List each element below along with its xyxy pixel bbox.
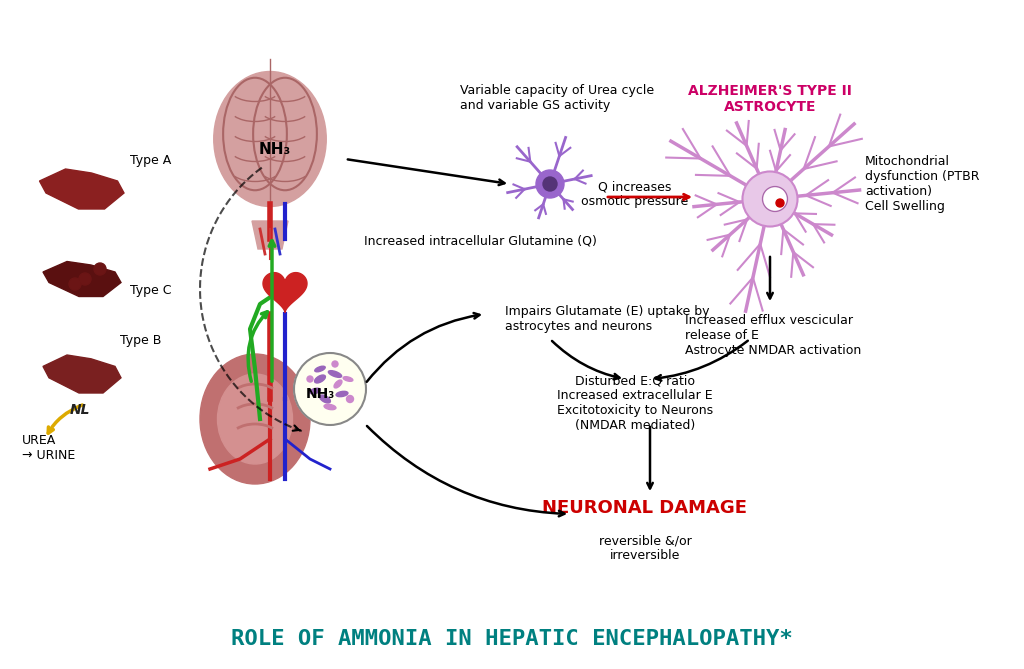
Text: Increased intracellular Glutamine (Q): Increased intracellular Glutamine (Q) <box>364 234 596 247</box>
Text: Q increases
osmotic pressure: Q increases osmotic pressure <box>582 180 688 208</box>
Circle shape <box>79 273 91 285</box>
Ellipse shape <box>343 377 353 381</box>
Ellipse shape <box>329 371 342 377</box>
Text: Type A: Type A <box>130 154 171 167</box>
Text: NH₃: NH₃ <box>259 142 291 157</box>
Ellipse shape <box>214 72 327 207</box>
Ellipse shape <box>314 366 326 372</box>
Circle shape <box>307 376 313 382</box>
Text: Disturbed E:Q ratio
Increased extracellular E
Excitotoxicity to Neurons
(NMDAR m: Disturbed E:Q ratio Increased extracellu… <box>557 374 713 432</box>
Ellipse shape <box>334 380 342 388</box>
Circle shape <box>763 187 787 211</box>
Text: reversible &/or
irreversible: reversible &/or irreversible <box>599 534 691 562</box>
Circle shape <box>543 177 557 191</box>
Polygon shape <box>40 169 124 209</box>
Circle shape <box>332 361 338 367</box>
Circle shape <box>346 395 353 403</box>
Text: Variable capacity of Urea cycle
and variable GS activity: Variable capacity of Urea cycle and vari… <box>460 84 654 112</box>
Ellipse shape <box>319 395 331 403</box>
Ellipse shape <box>217 374 293 464</box>
Circle shape <box>94 263 106 275</box>
Circle shape <box>294 353 366 425</box>
Ellipse shape <box>200 354 310 484</box>
Text: NH₃: NH₃ <box>305 387 335 401</box>
Circle shape <box>776 199 784 207</box>
Ellipse shape <box>324 404 336 409</box>
Ellipse shape <box>336 391 348 397</box>
Text: UREA
→ URINE: UREA → URINE <box>22 434 75 462</box>
Ellipse shape <box>314 375 326 383</box>
Text: Increased efflux vescicular
release of E
Astrocyte NMDAR activation: Increased efflux vescicular release of E… <box>685 314 861 357</box>
Text: ROLE OF AMMONIA IN HEPATIC ENCEPHALOPATHY*: ROLE OF AMMONIA IN HEPATIC ENCEPHALOPATH… <box>231 629 793 649</box>
Circle shape <box>69 278 81 290</box>
Text: Type C: Type C <box>130 284 171 297</box>
Polygon shape <box>252 221 288 249</box>
Text: Mitochondrial
dysfunction (PTBR
activation)
Cell Swelling: Mitochondrial dysfunction (PTBR activati… <box>865 155 980 213</box>
Polygon shape <box>43 262 121 296</box>
Ellipse shape <box>309 388 321 394</box>
Text: NL: NL <box>70 403 90 417</box>
Text: Impairs Glutamate (E) uptake by
astrocytes and neurons: Impairs Glutamate (E) uptake by astrocyt… <box>505 305 710 333</box>
Text: Type B: Type B <box>120 334 162 347</box>
Text: ALZHEIMER'S TYPE II
ASTROCYTE: ALZHEIMER'S TYPE II ASTROCYTE <box>688 84 852 114</box>
Polygon shape <box>263 272 307 312</box>
Circle shape <box>742 171 798 227</box>
Circle shape <box>536 170 564 198</box>
Text: NEURONAL DAMAGE: NEURONAL DAMAGE <box>543 499 748 517</box>
Polygon shape <box>43 355 121 393</box>
